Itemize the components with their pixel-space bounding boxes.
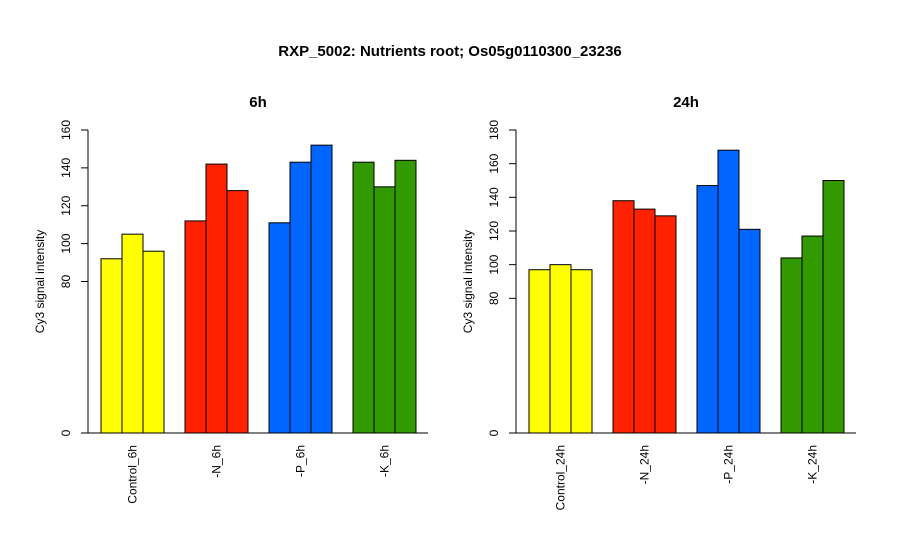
x-category-label: Control_6h [126,445,140,504]
x-category-label: -N_6h [210,445,224,478]
chart-panel-6h: 6h Cy3 signal intensity 0 80 100 120 140 160 Con… [33,94,428,504]
bar-Control_24h-1 [528,269,551,434]
bar--N_6h-2 [205,163,228,434]
y-tick-label: 100 [59,233,73,253]
x-category-label: -K_6h [378,445,392,477]
bar--P_6h-2 [289,161,312,434]
main-title: RXP_5002: Nutrients root; Os05g0110300_2… [278,43,622,60]
bar--K_24h-2 [801,235,824,434]
y-tick-label: 120 [487,221,501,241]
y-tick-label: 80 [487,291,501,305]
bar--N_6h-3 [226,190,249,434]
y-tick-label: 0 [487,429,501,436]
y-tick-label: 0 [59,429,73,436]
bar--K_24h-3 [822,180,845,434]
bar-Control_6h-1 [100,258,123,434]
y-axis-label: Cy3 signal intensity [461,230,475,333]
x-category-label: -N_24h [638,445,652,484]
bar--P_24h-1 [696,185,719,434]
y-tick-label: 180 [487,120,501,140]
bar--P_6h-1 [268,222,291,434]
bar--N_24h-2 [633,208,656,434]
bar--P_24h-2 [717,149,740,434]
x-category-label: Control_24h [554,445,568,510]
bar--K_6h-1 [352,161,375,434]
x-category-label: -P_24h [722,445,736,484]
y-tick-label: 160 [487,153,501,173]
y-tick-label: 120 [59,195,73,215]
bar--N_24h-1 [612,200,635,434]
y-tick-label: 160 [59,120,73,140]
bar-Control_24h-3 [570,269,593,434]
panel-title: 6h [249,94,267,111]
y-tick-label: 140 [487,187,501,207]
bar--K_24h-1 [780,257,803,434]
bar--K_6h-3 [394,159,417,434]
bar-Control_6h-2 [121,233,144,434]
panel-title: 24h [673,94,699,111]
bar--N_24h-3 [654,215,677,434]
x-category-label: -K_24h [806,445,820,484]
y-tick-label: 100 [487,254,501,274]
bar--P_6h-3 [310,144,333,434]
y-axis-label: Cy3 signal intensity [33,230,47,333]
bar-Control_24h-2 [549,264,572,434]
x-category-label: -P_6h [294,445,308,477]
bar--N_6h-1 [184,220,207,434]
bar--P_24h-3 [738,228,761,434]
bar-Control_6h-3 [142,250,165,434]
y-tick-label: 140 [59,158,73,178]
chart-panel-24h: 24h Cy3 signal intensity 0 80 100 120 140 160 18… [461,94,856,510]
y-tick-label: 80 [59,275,73,289]
bar--K_6h-2 [373,186,396,434]
